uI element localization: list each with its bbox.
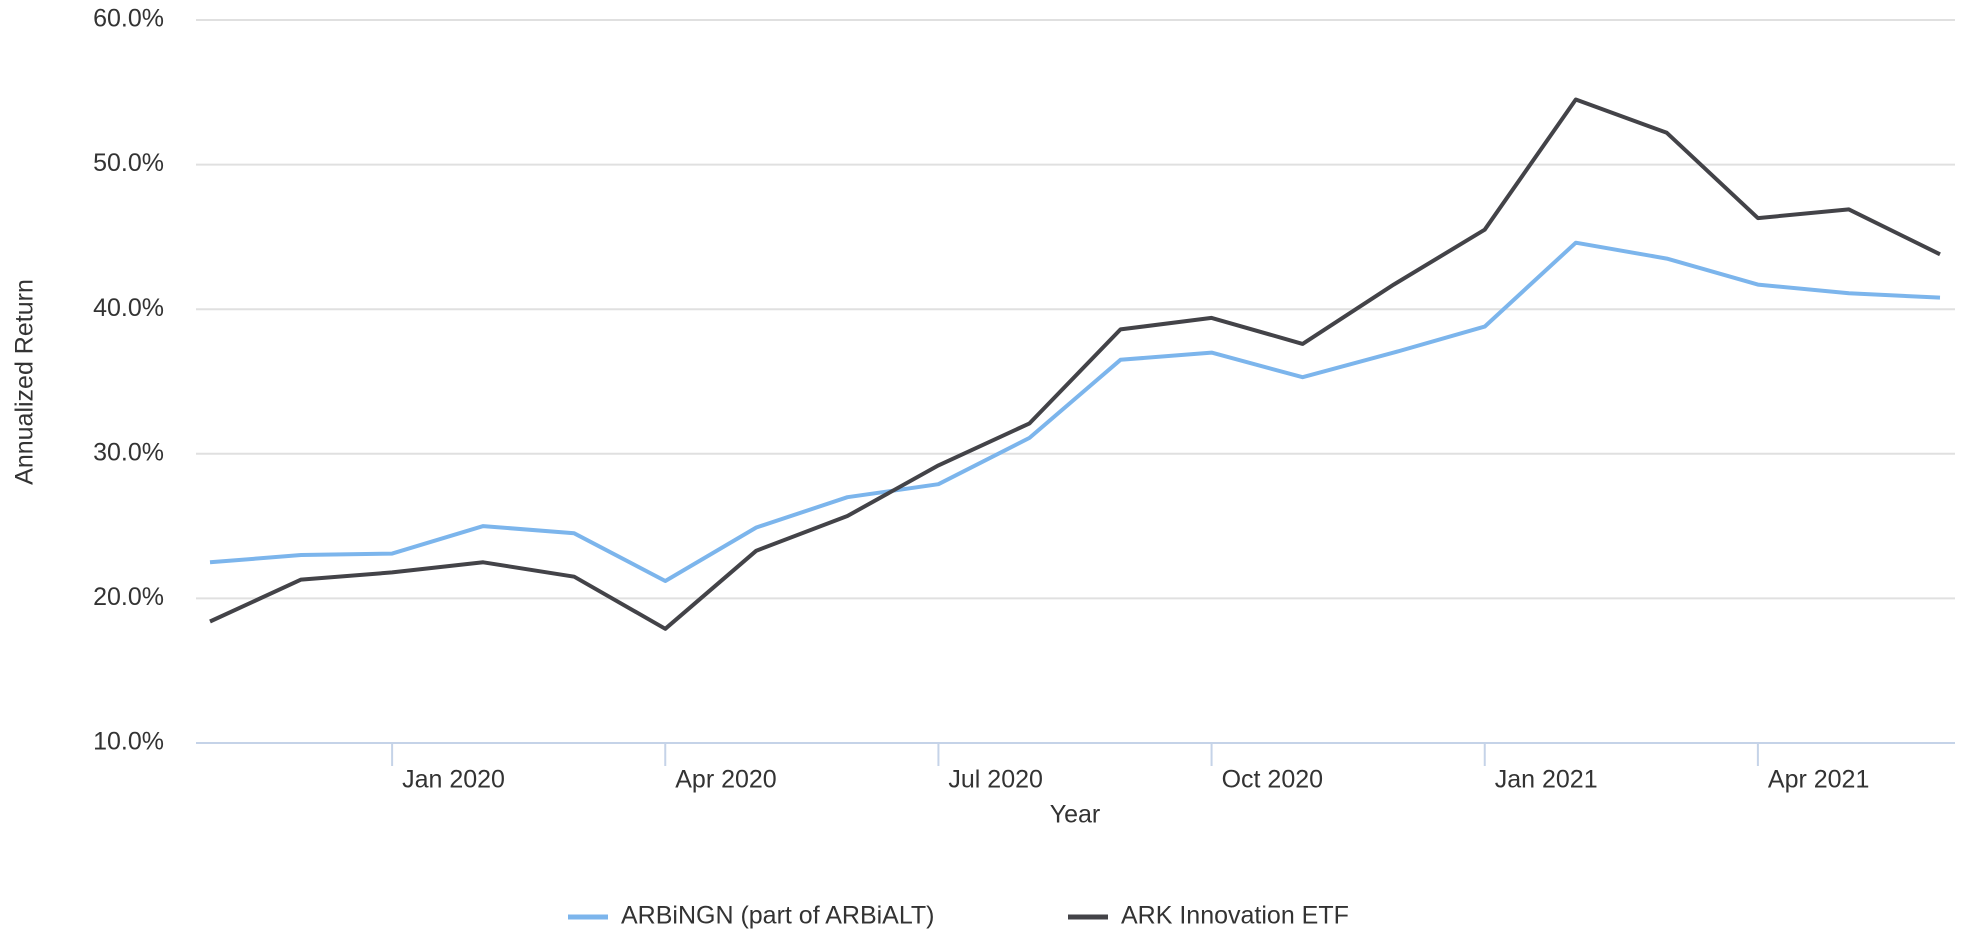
- y-tick-label: 40.0%: [93, 294, 164, 322]
- line-series: [209, 240, 1941, 583]
- y-tick-label: 20.0%: [93, 583, 164, 611]
- x-tick-label: Apr 2020: [675, 766, 776, 794]
- y-tick-label: 30.0%: [93, 438, 164, 466]
- x-axis-title: Year: [1050, 801, 1101, 829]
- x-tick-label: Jan 2020: [402, 766, 505, 794]
- x-tick-label: Jan 2021: [1495, 766, 1598, 794]
- y-tick-label: 10.0%: [93, 728, 164, 756]
- y-tick-label: 60.0%: [93, 5, 164, 33]
- legend-label: ARBiNGN (part of ARBiALT): [621, 902, 935, 930]
- y-tick-label: 50.0%: [93, 149, 164, 177]
- x-tick-label: Apr 2021: [1768, 766, 1869, 794]
- line-series: [209, 97, 1941, 631]
- x-tick-label: Jul 2020: [948, 766, 1043, 794]
- legend-label: ARK Innovation ETF: [1121, 902, 1349, 930]
- y-axis-title: Annualized Return: [11, 279, 39, 485]
- x-tick-label: Oct 2020: [1222, 766, 1323, 794]
